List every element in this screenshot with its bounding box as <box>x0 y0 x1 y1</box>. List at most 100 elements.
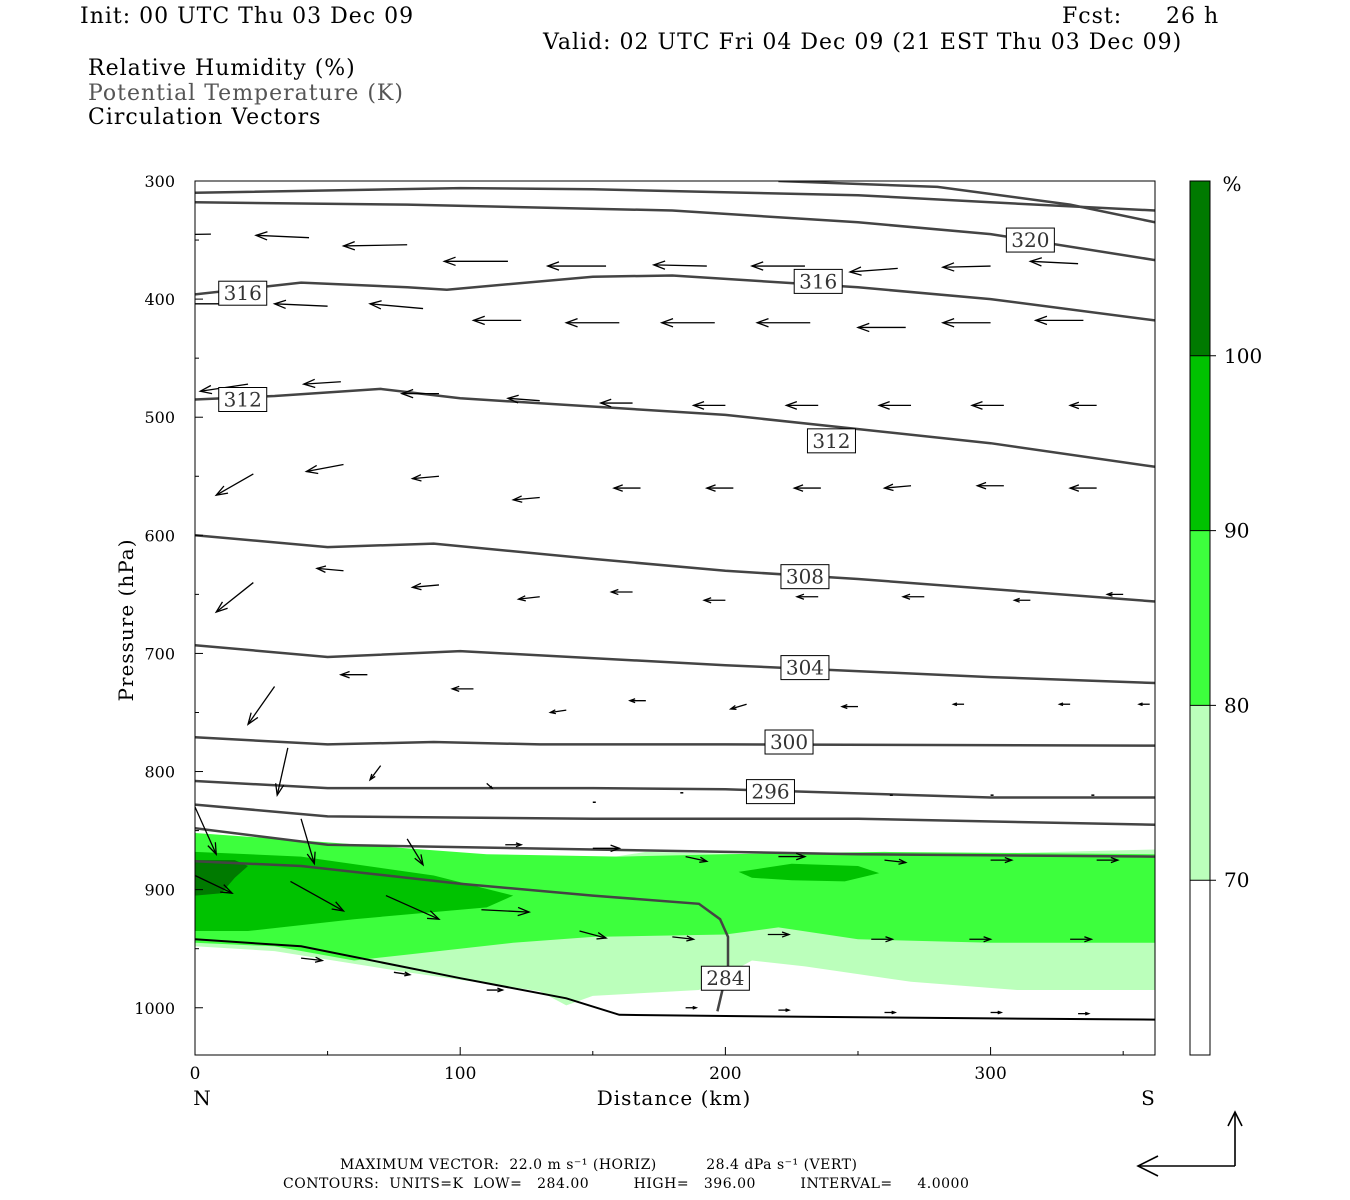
vector-arrow <box>301 957 323 962</box>
vector-arrow-head <box>315 565 327 573</box>
rh-fill-90 <box>738 863 880 882</box>
vector-arrow <box>518 596 540 600</box>
contour-label-box <box>806 428 856 454</box>
vector-arrow-head <box>781 931 791 938</box>
contour-label-box <box>764 729 814 755</box>
colorbar-segment <box>1190 705 1210 881</box>
theta-contour-layer <box>195 181 1155 1021</box>
axes-layer: 0 100 200 300 300 400 500 600 700 800 900 1000 <box>134 172 1124 1084</box>
vector-arrow-head <box>450 685 460 693</box>
contour-label-box <box>745 779 795 805</box>
vector-arrow-head <box>840 704 848 710</box>
colorbar-segment <box>1190 530 1210 706</box>
contour-label: 320 <box>1011 228 1049 252</box>
vector-arrow <box>247 686 276 725</box>
vector-arrow-head <box>686 935 696 942</box>
vector-arrow-head <box>704 484 716 492</box>
vector-arrow <box>290 880 344 912</box>
vector-arrow <box>884 859 906 864</box>
y-tick-label: 400 <box>144 290 175 309</box>
forecast-hour: 26 h <box>1166 4 1220 29</box>
vector-arrow-head <box>471 315 485 326</box>
vector-arrow-head <box>940 262 955 272</box>
x-tick-label: 300 <box>974 1064 1006 1084</box>
vector-arrow <box>412 475 440 480</box>
vector-arrow-head <box>1004 856 1014 864</box>
contour-label-box <box>218 387 268 412</box>
vector-arrow-head <box>940 318 955 328</box>
vector-arrow-head <box>1012 597 1020 603</box>
contour-label: 300 <box>770 730 808 754</box>
vector-arrow-head <box>515 842 524 848</box>
field-circulation-vectors: Circulation Vectors <box>88 105 322 130</box>
vector-arrow <box>303 381 341 385</box>
contours-note: CONTOURS: UNITS=K LOW= 284.00 HIGH= 396.… <box>283 1176 970 1192</box>
forecast-label: Fcst: <box>1062 4 1123 29</box>
vector-arrow-head <box>785 1008 791 1013</box>
vector-arrow <box>730 703 747 710</box>
y-tick-label: 300 <box>144 172 175 191</box>
vector-arrow <box>195 874 233 894</box>
vector-arrow-head <box>1068 484 1080 492</box>
theta-contour-line <box>195 201 1155 262</box>
vector-arrow <box>343 244 408 247</box>
reference-vector-icon <box>1136 1110 1243 1177</box>
vector-arrow-head <box>545 261 560 271</box>
vector-arrow <box>1030 260 1079 265</box>
vector-arrow <box>412 584 440 588</box>
vector-arrow-head <box>856 322 870 333</box>
vector-arrow <box>276 747 289 796</box>
vector-arrow <box>369 303 424 310</box>
vector-arrow-head <box>304 464 319 475</box>
vector-arrow <box>942 265 991 268</box>
vector-arrow-head <box>564 318 578 328</box>
contour-label: 284 <box>706 966 744 990</box>
vector-arrow-head <box>691 400 705 410</box>
theta-contour-line <box>195 736 1155 747</box>
vector-arrow <box>849 267 898 273</box>
vector-arrow-head <box>516 595 526 602</box>
vector-arrow <box>513 496 540 501</box>
maximum-vector-note: MAXIMUM VECTOR: 22.0 m s⁻¹ (HORIZ) 28.4 … <box>340 1157 858 1173</box>
contour-label: 316 <box>224 281 262 305</box>
vector-arrow-head <box>1033 315 1048 326</box>
vector-arrow-head <box>728 704 737 710</box>
vector-arrow-head <box>399 388 414 399</box>
vector-arrow <box>884 485 912 489</box>
vector-arrow-head <box>426 910 441 920</box>
y-tick-label: 600 <box>144 526 175 545</box>
vector-arrow-head <box>511 495 523 503</box>
vector-arrow <box>316 567 344 572</box>
vector-arrow-head <box>901 593 911 600</box>
vector-arrow-head <box>951 702 958 707</box>
vector-arrow <box>406 838 424 866</box>
vector-arrow-head <box>692 1005 699 1010</box>
vector-arrow-head <box>489 785 494 790</box>
vector-arrow-head <box>997 1010 1004 1015</box>
vector-arrow-head <box>272 299 287 310</box>
vector-arrow <box>369 765 382 781</box>
vector-arrow <box>653 264 707 267</box>
y-tick-label: 800 <box>144 763 175 782</box>
vector-arrow-head <box>246 712 259 726</box>
circulation-vector-layer <box>131 231 1150 1016</box>
vector-arrow-head <box>1068 401 1080 410</box>
vector-arrow-head <box>848 266 862 276</box>
vector-arrow-head <box>442 256 456 267</box>
vector-arrow-head <box>1084 936 1094 943</box>
vector-arrow-head <box>891 1010 898 1015</box>
vector-arrow-head <box>131 231 142 239</box>
colorbar-label: 70 <box>1224 868 1249 892</box>
theta-contour-line <box>195 274 1155 322</box>
vector-arrow-head <box>983 936 993 943</box>
vector-arrow <box>393 971 410 976</box>
theta-contour-line <box>195 860 730 1012</box>
y-tick-label: 700 <box>144 644 175 663</box>
surface-line <box>195 938 1155 1021</box>
theta-contour-line <box>195 186 1155 212</box>
vector-arrow-head <box>877 400 890 410</box>
vector-arrow-head <box>497 987 505 993</box>
vector-arrow <box>215 473 254 496</box>
theta-contour-line <box>195 387 1155 469</box>
